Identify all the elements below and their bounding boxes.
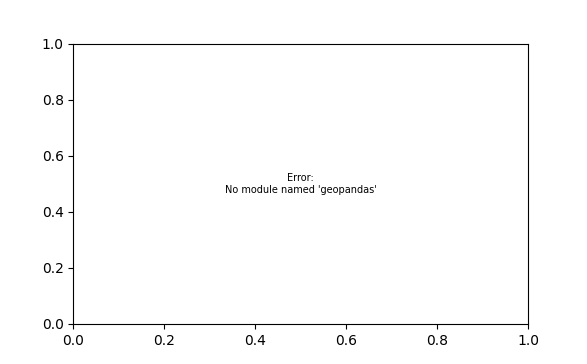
Text: Error:
No module named 'geopandas': Error: No module named 'geopandas' xyxy=(225,173,377,195)
